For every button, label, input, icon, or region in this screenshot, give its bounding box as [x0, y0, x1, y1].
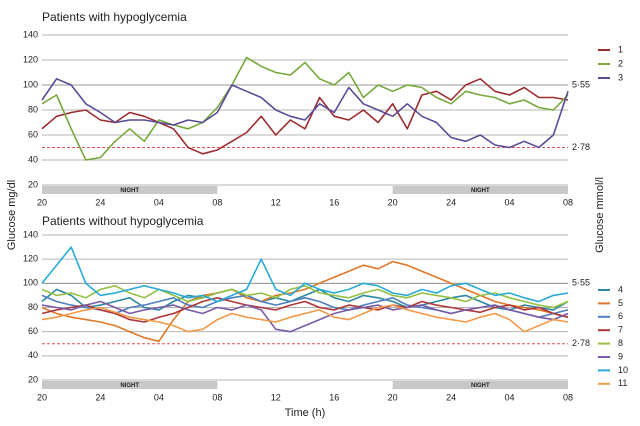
- x-tick-label: 16: [329, 197, 339, 207]
- reference-label: 5·55: [572, 79, 590, 89]
- x-tick-label: 04: [154, 197, 164, 207]
- series-line: [41, 56, 569, 161]
- legend-label: 11: [618, 378, 627, 388]
- x-tick-label: 20: [388, 392, 398, 402]
- reference-label: 2·78: [572, 338, 590, 348]
- legend-label: 6: [618, 311, 623, 321]
- x-tick-label: 08: [212, 392, 222, 402]
- legend-label: 9: [618, 351, 623, 361]
- x-tick-label: 12: [271, 197, 281, 207]
- y-tick-label: 80: [28, 104, 38, 114]
- y-tick-label: 140: [23, 229, 38, 239]
- reference-label: 5·55: [572, 278, 590, 288]
- x-tick-label: 08: [563, 197, 573, 207]
- night-band: [42, 186, 218, 194]
- x-axis-label: Time (h): [285, 407, 326, 419]
- series-line: [41, 78, 569, 155]
- legend-label: 8: [618, 338, 623, 348]
- band-label: NIGHT: [120, 383, 139, 389]
- series-line: [41, 300, 569, 333]
- x-tick-label: 12: [271, 392, 281, 402]
- x-tick-label: 24: [95, 197, 105, 207]
- legend-label: 1: [618, 44, 623, 54]
- y-tick-label: 40: [28, 154, 38, 164]
- x-tick-label: 08: [212, 197, 222, 207]
- chart-title: Patients with hypoglycemia: [42, 10, 187, 24]
- night-band: [392, 381, 568, 389]
- x-tick-label: 24: [446, 392, 456, 402]
- x-tick-label: 24: [95, 392, 105, 402]
- night-band: [42, 381, 218, 389]
- x-tick-label: 24: [446, 197, 456, 207]
- x-tick-label: 08: [563, 392, 573, 402]
- legend-label: 2: [618, 58, 623, 68]
- x-tick-label: 16: [329, 392, 339, 402]
- x-tick-label: 04: [154, 392, 164, 402]
- y-tick-label: 20: [28, 179, 38, 189]
- y-tick-label: 20: [28, 374, 38, 384]
- band-label: NIGHT: [120, 188, 139, 194]
- series-line: [41, 285, 569, 309]
- series-line: [41, 297, 569, 323]
- night-band: [392, 186, 568, 194]
- legend-label: 5: [618, 298, 623, 308]
- series-line: [41, 246, 569, 303]
- legend-label: 4: [618, 284, 623, 294]
- y-axis-label: Glucose mg/dl: [6, 180, 18, 250]
- y-tick-label: 140: [23, 29, 38, 39]
- x-tick-label: 20: [388, 197, 398, 207]
- band-label: NIGHT: [471, 383, 490, 389]
- legend-label: 7: [618, 325, 623, 335]
- y-tick-label: 60: [28, 129, 38, 139]
- series-line: [41, 78, 569, 149]
- y-tick-label: 40: [28, 350, 38, 360]
- chart-title: Patients without hypoglycemia: [42, 214, 204, 228]
- series-line: [41, 304, 569, 333]
- series-line: [41, 288, 569, 311]
- y-tick-label: 100: [23, 278, 38, 288]
- y2-axis-label: Glucose mmol/l: [594, 177, 606, 253]
- x-tick-label: 20: [37, 197, 47, 207]
- y-tick-label: 60: [28, 326, 38, 336]
- reference-label: 2·78: [572, 142, 590, 152]
- y-tick-label: 120: [23, 54, 38, 64]
- legend-label: 10: [618, 365, 628, 375]
- y-tick-label: 120: [23, 254, 38, 264]
- legend-label: 3: [618, 72, 623, 82]
- y-tick-label: 80: [28, 302, 38, 312]
- band-label: NIGHT: [471, 188, 490, 194]
- x-tick-label: 04: [505, 392, 515, 402]
- x-tick-label: 20: [37, 392, 47, 402]
- y-tick-label: 100: [23, 79, 38, 89]
- x-tick-label: 04: [505, 197, 515, 207]
